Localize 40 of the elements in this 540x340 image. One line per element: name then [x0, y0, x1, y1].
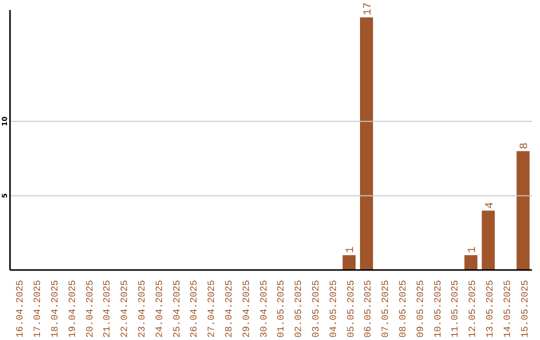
- x-tick-label: 02.05.2025: [293, 280, 304, 338]
- x-tick-label: 14.05.2025: [502, 280, 513, 338]
- x-tick-label: 23.04.2025: [136, 280, 148, 338]
- x-tick-label: 16.04.2025: [14, 280, 26, 338]
- data-label: 17: [362, 2, 374, 16]
- x-tick-label: 21.04.2025: [102, 280, 113, 338]
- x-tick-label: 15.05.2025: [519, 280, 530, 338]
- x-tick-label: 28.04.2025: [224, 280, 234, 338]
- data-label: 8: [519, 142, 532, 150]
- x-tick-label: 29.04.2025: [240, 280, 252, 338]
- x-tick-label: 06.05.2025: [362, 280, 374, 338]
- x-tick-label: 24.04.2025: [154, 280, 165, 338]
- bar: [342, 255, 356, 270]
- x-tick-label: 12.05.2025: [467, 280, 478, 338]
- x-tick-label: 18.04.2025: [50, 280, 60, 338]
- x-tick-label: 09.05.2025: [414, 280, 426, 338]
- data-label: 1: [466, 246, 479, 254]
- x-tick-label: 27.04.2025: [206, 280, 218, 338]
- x-tick-label: 13.05.2025: [484, 280, 496, 338]
- x-tick-label: 01.05.2025: [276, 280, 287, 338]
- x-tick-label: 11.05.2025: [450, 280, 461, 338]
- bar: [360, 17, 373, 270]
- data-label: 1: [345, 246, 358, 254]
- x-tick-label: 08.05.2025: [398, 280, 408, 338]
- bar: [516, 151, 530, 270]
- x-tick-label: 03.05.2025: [310, 280, 322, 338]
- x-tick-label: 22.04.2025: [119, 280, 130, 338]
- bar: [464, 255, 478, 270]
- x-tick-label: 17.04.2025: [32, 280, 44, 338]
- x-tick-label: 04.05.2025: [328, 280, 339, 338]
- x-tick-label: 10.05.2025: [432, 280, 444, 338]
- x-tick-label: 19.04.2025: [66, 280, 78, 338]
- bar: [482, 210, 495, 270]
- x-tick-label: 07.05.2025: [380, 280, 392, 338]
- x-tick-label: 25.04.2025: [171, 280, 182, 338]
- x-tick-label: 05.05.2025: [345, 280, 356, 338]
- x-tick-label: 26.04.2025: [188, 280, 200, 338]
- x-tick-label: 30.04.2025: [258, 280, 270, 338]
- x-tick-label: 20.04.2025: [84, 280, 96, 338]
- data-label: 4: [484, 202, 496, 209]
